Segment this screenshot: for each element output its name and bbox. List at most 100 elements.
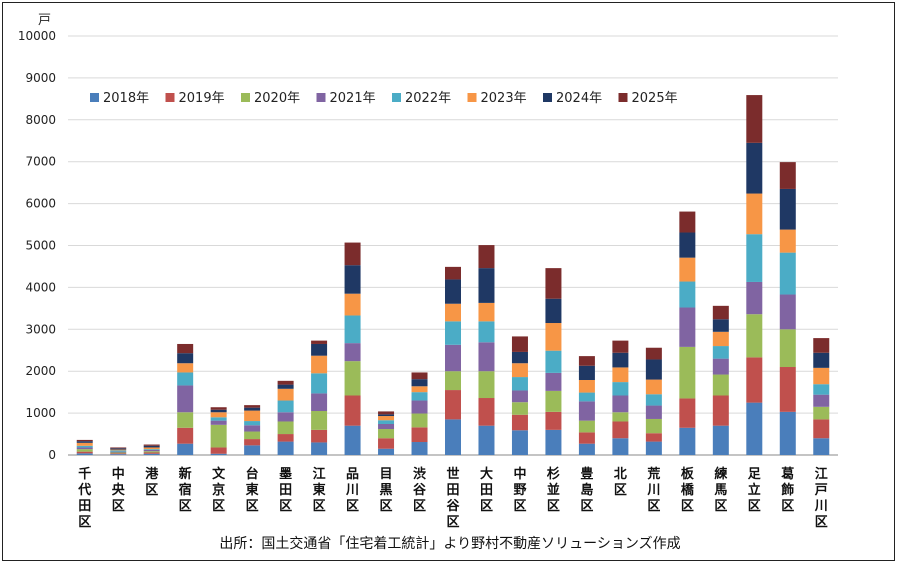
bar-segment bbox=[177, 412, 194, 428]
bar-segment bbox=[210, 412, 227, 418]
bar-segment bbox=[578, 365, 595, 380]
bar-segment bbox=[177, 343, 194, 354]
x-tick-label: 豊島区 bbox=[580, 466, 593, 514]
bar-segment bbox=[645, 359, 662, 380]
x-tick-label: 江東区 bbox=[313, 466, 326, 514]
bar-segment bbox=[445, 279, 461, 304]
bar-segment bbox=[244, 407, 261, 411]
bar-segment bbox=[411, 413, 428, 428]
bar-segment bbox=[578, 443, 595, 455]
legend-label: 2020年 bbox=[254, 91, 300, 106]
bar-segment bbox=[445, 390, 461, 420]
bar-segment bbox=[76, 453, 93, 455]
bar-segment bbox=[679, 346, 696, 399]
x-tick-label: 中野区 bbox=[513, 466, 526, 514]
bar-segment bbox=[779, 252, 796, 295]
bar-segment bbox=[311, 340, 328, 344]
bar-segment bbox=[478, 302, 495, 322]
y-axis: 0 1000 2000 3000 4000 5000 6000 7000 8000 9000 100… bbox=[18, 29, 56, 462]
bar-segment bbox=[545, 350, 562, 373]
bar-segment bbox=[679, 398, 696, 428]
bar-segment bbox=[210, 447, 227, 454]
bar-segment bbox=[746, 193, 763, 235]
bar-segment bbox=[645, 433, 662, 442]
legend-swatch bbox=[90, 93, 99, 102]
bar-segment bbox=[411, 427, 428, 443]
bar-segment bbox=[210, 417, 227, 421]
bar-segment bbox=[478, 398, 495, 426]
bar-segment bbox=[344, 293, 361, 316]
bar-segment bbox=[545, 429, 562, 455]
bar-segment bbox=[277, 380, 294, 385]
x-tick-label: 北区 bbox=[614, 467, 627, 498]
bar-segment bbox=[746, 95, 763, 143]
bar-segment bbox=[578, 420, 595, 433]
legend-label: 2025年 bbox=[632, 91, 678, 106]
bar-segment bbox=[344, 395, 361, 426]
legend-label: 2022年 bbox=[405, 91, 451, 106]
legend-swatch bbox=[618, 93, 628, 102]
bar-segment bbox=[679, 281, 696, 308]
bar-segment bbox=[177, 385, 194, 413]
bar-segment bbox=[277, 412, 294, 422]
bar-segment bbox=[344, 315, 361, 344]
bar-segment bbox=[612, 421, 629, 439]
bar-segment bbox=[445, 371, 461, 391]
bar-segment bbox=[344, 425, 361, 455]
y-tick-label: 0 bbox=[48, 448, 56, 462]
bar-segment bbox=[712, 395, 729, 426]
bar-segment bbox=[511, 402, 528, 415]
bar-segment bbox=[311, 411, 328, 430]
bar-segment bbox=[645, 394, 662, 406]
bar-segment bbox=[545, 372, 562, 391]
x-tick-label: 港区 bbox=[145, 466, 159, 498]
bar-segment bbox=[746, 402, 763, 455]
x-tick-label: 杉並区 bbox=[547, 466, 560, 514]
x-tick-label: 板橋区 bbox=[681, 466, 695, 514]
bar-segment bbox=[746, 281, 763, 315]
x-tick-label: 新宿区 bbox=[179, 466, 192, 514]
bar-segment bbox=[411, 392, 428, 401]
bar-segment bbox=[311, 393, 328, 412]
bar-segment bbox=[813, 352, 830, 368]
bar-segment bbox=[445, 344, 461, 372]
bar-segment bbox=[545, 268, 562, 299]
bar-segment bbox=[445, 303, 461, 322]
bar-segment bbox=[143, 445, 160, 448]
bar-segment bbox=[177, 353, 194, 364]
bar-segment bbox=[143, 453, 160, 455]
x-tick-label: 文京区 bbox=[212, 466, 226, 514]
bar-series bbox=[76, 95, 830, 455]
bar-segment bbox=[511, 363, 528, 378]
bar-segment bbox=[277, 441, 294, 455]
bar-segment bbox=[679, 257, 696, 282]
bar-segment bbox=[277, 434, 294, 442]
y-tick-label: 5000 bbox=[25, 239, 56, 253]
bar-segment bbox=[712, 346, 729, 359]
bar-segment bbox=[478, 321, 495, 343]
bar-segment bbox=[478, 268, 495, 303]
bar-segment bbox=[779, 367, 796, 412]
bar-segment bbox=[411, 372, 428, 380]
bar-segment bbox=[478, 425, 495, 455]
bar-segment bbox=[813, 438, 830, 455]
bar-segment bbox=[679, 211, 696, 233]
x-axis: 千代田区 中央区 港区 新宿区 文京区 台東区 墨田区 江東区 品川区 目黒区 渋谷区 世田谷区 大田区… bbox=[77, 466, 828, 530]
y-tick-label: 8000 bbox=[25, 113, 56, 127]
bar-segment bbox=[311, 355, 328, 374]
bar-segment bbox=[612, 367, 629, 383]
bar-segment bbox=[76, 449, 93, 452]
bar-segment bbox=[76, 442, 93, 446]
bar-segment bbox=[110, 451, 127, 453]
bar-segment bbox=[545, 411, 562, 430]
bar-segment bbox=[311, 429, 328, 443]
bar-segment bbox=[545, 323, 562, 351]
bar-segment bbox=[645, 379, 662, 395]
bar-segment bbox=[779, 162, 796, 189]
bar-segment bbox=[511, 336, 528, 352]
bar-segment bbox=[578, 392, 595, 402]
legend-swatch bbox=[316, 93, 326, 102]
source-note: 出所：国土交通省「住宅着工統計」より野村不動産ソリューションズ作成 bbox=[219, 535, 680, 552]
bar-segment bbox=[378, 438, 395, 449]
bar-segment bbox=[244, 421, 261, 426]
